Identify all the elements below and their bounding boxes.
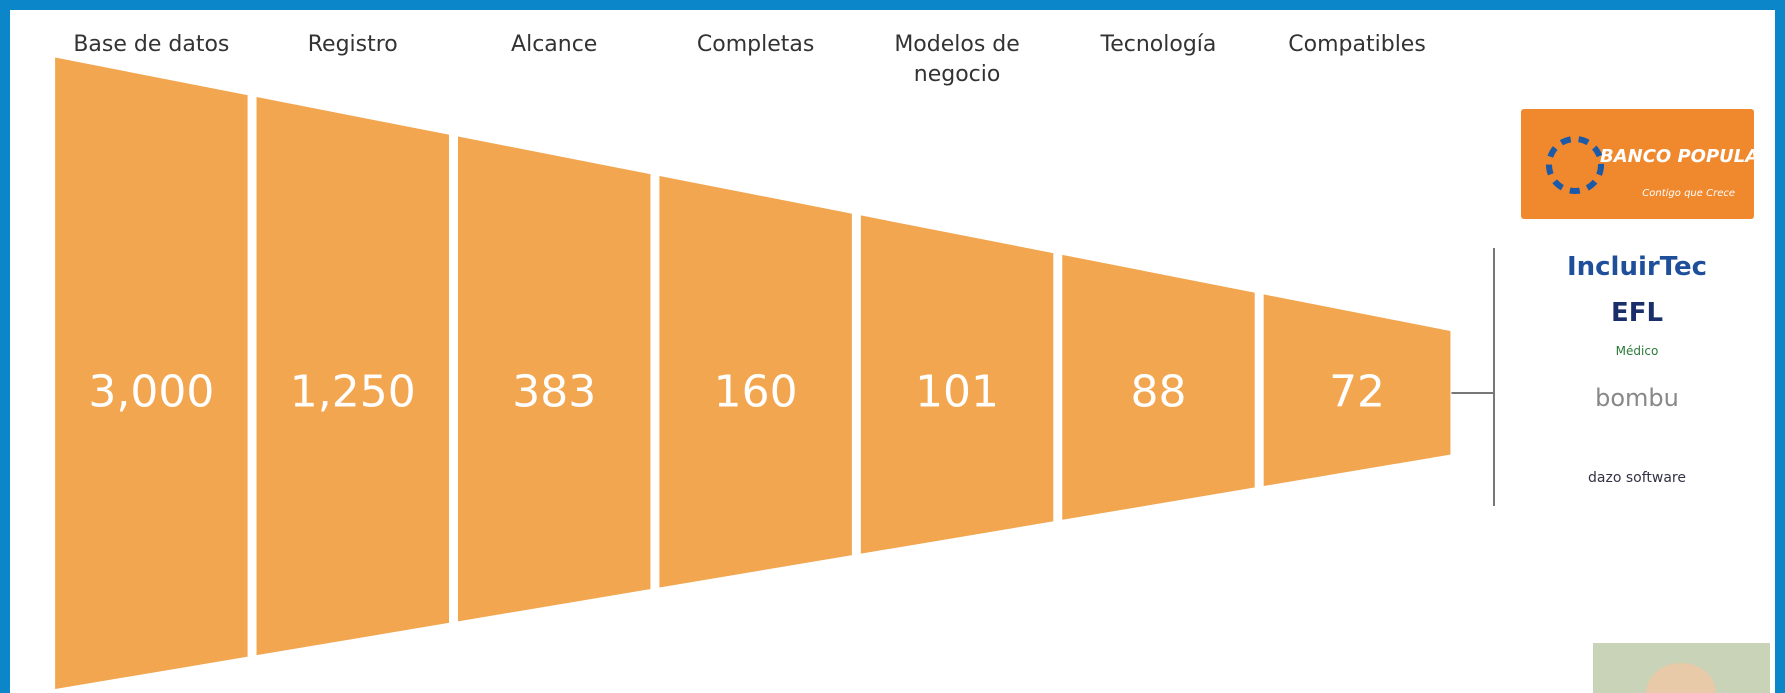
partner-logo: Médico: [1537, 344, 1737, 358]
logo-tagline: Contigo que Crece: [1642, 188, 1735, 199]
stage-value: 3,000: [88, 367, 214, 418]
stage-value: 72: [1329, 367, 1385, 418]
stage-label: Modelos de negocio: [872, 30, 1042, 90]
partner-logo: dazo software: [1537, 470, 1737, 486]
stage-value: 160: [714, 367, 798, 418]
stage-value: 88: [1130, 367, 1186, 418]
partner-logo: EFL: [1537, 298, 1737, 328]
funnel: BANCO POPULAR Contigo que Crece 3,000 1,2…: [0, 0, 1785, 693]
stage-value: 1,250: [290, 367, 416, 418]
stage-label: Base de datos: [66, 30, 236, 60]
stage-label: Tecnología: [1073, 30, 1243, 60]
logo-name: BANCO POPULAR: [1600, 146, 1773, 167]
stage-label: Alcance: [469, 30, 639, 60]
partner-logo: bombu: [1537, 384, 1737, 412]
slide: BANCO POPULAR Contigo que Crece 3,000 1,2…: [0, 0, 1785, 693]
stage-label: Completas: [671, 30, 841, 60]
partner-logo: IncluirTec: [1537, 252, 1737, 282]
stage-label: Compatibles: [1272, 30, 1442, 60]
stage-label: Registro: [268, 30, 438, 60]
stage-value: 101: [915, 367, 999, 418]
stage-value: 383: [512, 367, 596, 418]
